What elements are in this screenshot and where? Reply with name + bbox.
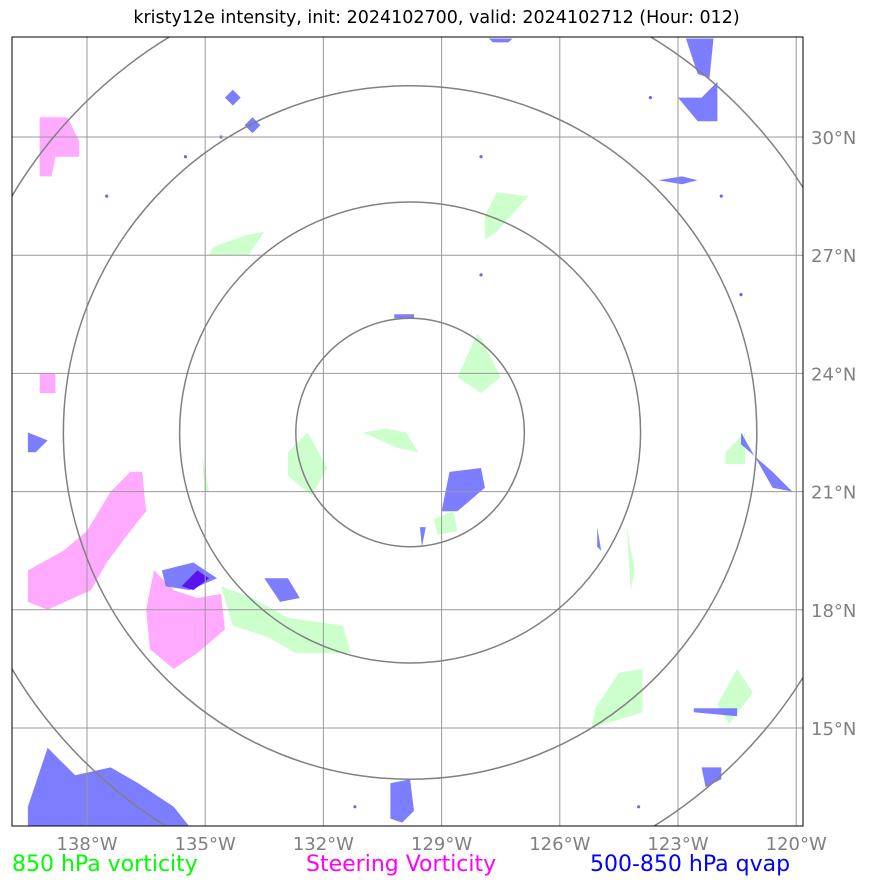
lon-tick-label: 126°W <box>529 834 590 850</box>
qvap-area-16 <box>701 767 722 788</box>
qvap-area-8 <box>685 38 714 78</box>
range-rings <box>12 37 803 826</box>
tick-labels: 138°W 135°W 132°W 129°W 126°W 123°W 120°W 30°N 2… <box>56 128 856 850</box>
qvap-dot-8 <box>648 96 653 100</box>
plot-background <box>12 37 803 826</box>
vorticity-850-area-7 <box>221 586 351 654</box>
lat-tick-label: 18°N <box>811 601 856 622</box>
range-ring-0 <box>295 317 526 548</box>
lon-tick-label: 138°W <box>56 834 117 850</box>
lon-tick-label: 123°W <box>647 834 708 850</box>
plot-frame <box>11 36 804 827</box>
vorticity-850-area-3 <box>362 428 418 453</box>
lat-tick-label: 24°N <box>811 364 856 385</box>
qvap-layer <box>27 38 793 826</box>
map-plot: 138°W 135°W 132°W 129°W 126°W 123°W 120°W 30°N 2… <box>11 36 856 850</box>
qvap-dot-1 <box>479 273 483 277</box>
qvap-area-5 <box>419 527 426 547</box>
vorticity-850-area-5 <box>201 452 210 492</box>
qvap-area-15 <box>693 708 738 717</box>
qvap-area-6 <box>597 527 602 551</box>
lat-tick-label: 15°N <box>811 719 856 740</box>
legend-850-vorticity: 850 hPa vorticity <box>12 852 198 877</box>
vorticity-850-area-2 <box>457 334 501 394</box>
qvap-area-9 <box>678 81 718 122</box>
qvap-area-13 <box>27 747 190 826</box>
vorticity-850-layer <box>201 192 753 728</box>
lon-tick-label: 135°W <box>175 834 236 850</box>
lat-tick-label: 30°N <box>811 128 856 149</box>
qvap-dot-9 <box>739 293 743 297</box>
range-ring-2 <box>62 85 758 780</box>
lon-tick-label: 129°W <box>411 834 472 850</box>
lat-tick-label: 27°N <box>811 246 856 267</box>
qvap-area-17 <box>224 89 241 106</box>
qvap-dot-3 <box>105 194 109 198</box>
lon-tick-label: 120°W <box>766 834 827 850</box>
steering-vorticity-area-1 <box>39 373 56 394</box>
vorticity-850-area-8 <box>626 527 635 591</box>
steering-vorticity-area-0 <box>39 117 80 177</box>
qvap-dot-4 <box>183 155 188 159</box>
qvap-area-0 <box>27 432 48 453</box>
vorticity-850-area-6 <box>433 511 458 535</box>
qvap-dot-7 <box>353 805 357 809</box>
legend-qvap: 500-850 hPa qvap <box>590 852 791 877</box>
vorticity-850-area-0 <box>209 231 265 256</box>
qvap-area-12 <box>488 38 513 43</box>
qvap-area-1 <box>441 468 485 512</box>
qvap-area-18 <box>244 117 261 134</box>
lat-tick-label: 21°N <box>811 483 856 504</box>
range-ring-1 <box>178 201 642 664</box>
qvap-dot-2 <box>719 194 723 198</box>
qvap-area-14 <box>390 779 414 823</box>
legend-steering-vorticity: Steering Vorticity <box>306 852 497 877</box>
lon-tick-label: 132°W <box>293 834 354 850</box>
qvap-area-11 <box>394 314 414 319</box>
qvap-dot-0 <box>479 155 483 159</box>
qvap-area-3 <box>181 570 210 591</box>
qvap-area-2 <box>161 562 217 591</box>
vorticity-850-area-9 <box>591 668 643 728</box>
qvap-area-4 <box>264 578 300 602</box>
vorticity-850-area-4 <box>287 432 328 496</box>
vorticity-850-area-11 <box>725 432 745 464</box>
vorticity-850-area-1 <box>484 192 529 240</box>
qvap-dot-6 <box>637 805 641 809</box>
chart-title: kristy12e intensity, init: 2024102700, v… <box>133 8 740 28</box>
gridlines <box>12 37 803 826</box>
